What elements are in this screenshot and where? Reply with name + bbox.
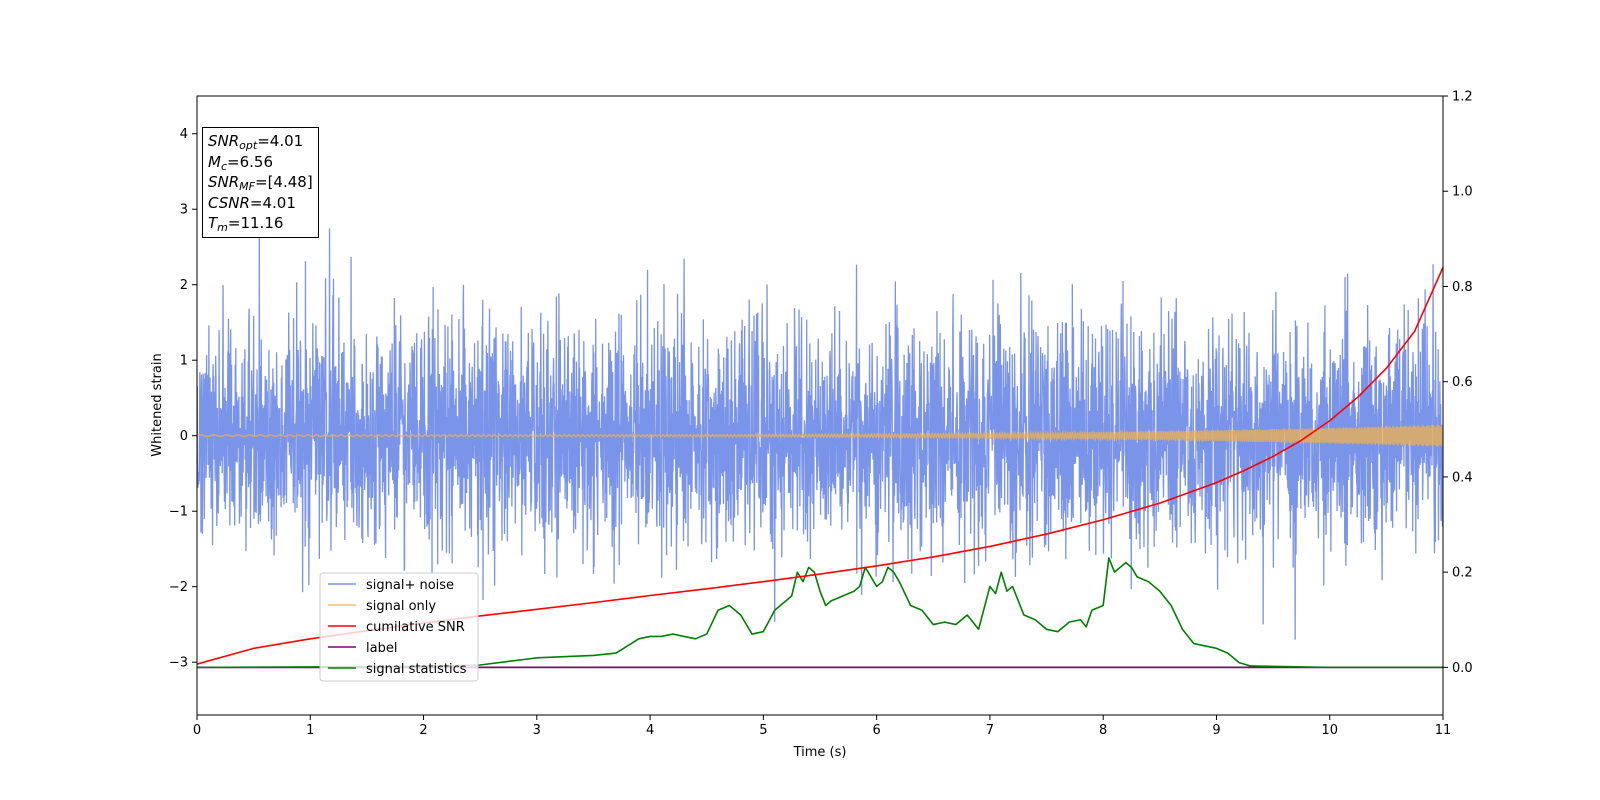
x-tick-label: 5: [759, 723, 767, 738]
y2-tick-label: 0.2: [1452, 566, 1473, 581]
legend: signal+ noise signal only cumilative SNR…: [319, 572, 479, 682]
legend-label-signal-statistics: signal statistics: [366, 662, 467, 677]
y-axis: −3 −2 −1 0 1 2 3 4: [169, 127, 197, 671]
snr-opt-value: =4.01: [257, 132, 304, 150]
y-tick-label: −3: [169, 656, 188, 671]
x-tick-label: 6: [872, 723, 880, 738]
y2-tick-label: 1.0: [1452, 185, 1473, 200]
chirp-mass-line: Mc=6.56: [208, 152, 273, 173]
x-tick-label: 9: [1212, 723, 1220, 738]
y-tick-label: −1: [169, 505, 188, 520]
y-tick-label: 1: [180, 354, 188, 369]
tm-line: Tm=11.16: [208, 214, 284, 234]
y2-tick-label: 1.2: [1452, 90, 1473, 105]
x-axis-label: Time (s): [793, 745, 847, 760]
x-tick-label: 3: [533, 723, 541, 738]
series-signal-statistics: [197, 557, 1443, 669]
csnr-value: =4.01: [249, 193, 296, 212]
x-tick-label: 0: [193, 723, 201, 738]
x-tick-label: 2: [419, 723, 427, 738]
snr-opt-line: SNRopt=4.01: [208, 132, 304, 152]
x-tick-label: 8: [1099, 723, 1107, 738]
x-tick-label: 11: [1435, 723, 1452, 738]
x-tick-label: 1: [306, 723, 314, 738]
y2-tick-label: 0.6: [1452, 375, 1473, 390]
x-tick-label: 7: [986, 723, 994, 738]
x-tick-label: 10: [1321, 723, 1338, 738]
y-tick-label: 0: [180, 429, 188, 444]
y-tick-label: 3: [180, 203, 188, 218]
legend-label-signal-only: signal only: [366, 599, 436, 614]
y-tick-label: −2: [169, 580, 188, 595]
y2-tick-label: 0.8: [1452, 280, 1473, 295]
y-axis-label: Whitened strain: [150, 353, 165, 456]
snr-mf-value: =[4.48]: [255, 173, 313, 191]
chirp-mass-value: =6.56: [227, 152, 273, 171]
y2-axis: 0.0 0.2 0.4 0.6 0.8 1.0 1.2: [1443, 90, 1473, 676]
legend-label-signal-noise: signal+ noise: [366, 578, 454, 593]
tm-value: =11.16: [227, 214, 284, 232]
y-tick-label: 2: [180, 278, 188, 293]
plot-frame: [196, 95, 1444, 716]
x-tick-label: 4: [646, 723, 654, 738]
legend-label-label: label: [366, 641, 397, 656]
series-signal-only: [197, 424, 1443, 447]
x-axis: 0 1 2 3 4 5 6 7 8 9 10 11: [193, 715, 1451, 738]
y-tick-label: 4: [180, 127, 188, 142]
csnr-line: CSNR=4.01: [208, 193, 296, 212]
legend-label-cumulative-snr: cumilative SNR: [366, 620, 465, 635]
y2-tick-label: 0.0: [1452, 661, 1473, 676]
y2-tick-label: 0.4: [1452, 470, 1473, 485]
snr-mf-line: SNRMF=[4.48]: [208, 173, 313, 193]
legend-frame: [319, 572, 479, 682]
metrics-annotation-box: SNRopt=4.01 Mc=6.56 SNRMF=[4.48] CSNR=4.…: [202, 127, 319, 238]
